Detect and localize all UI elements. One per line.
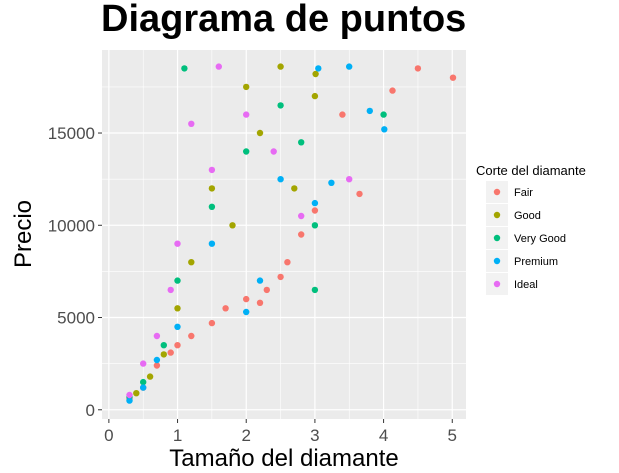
y-tick-label: 5000 bbox=[57, 309, 95, 328]
data-point bbox=[414, 65, 422, 72]
data-point bbox=[381, 126, 388, 133]
data-point bbox=[153, 356, 161, 364]
data-point bbox=[229, 222, 236, 229]
data-point bbox=[126, 391, 133, 399]
y-axis: 0 5000 10000 15000 bbox=[48, 124, 102, 420]
data-point bbox=[208, 240, 216, 247]
data-point bbox=[243, 111, 250, 118]
x-axis-title: Tamaño del diamante bbox=[169, 445, 398, 472]
data-point bbox=[126, 397, 133, 404]
legend-swatch bbox=[493, 188, 501, 196]
legend-title: Corte del diamante bbox=[476, 163, 586, 178]
data-point bbox=[339, 111, 346, 118]
x-tick-label: 4 bbox=[379, 426, 388, 445]
data-point bbox=[277, 176, 284, 183]
y-tick-label: 10000 bbox=[48, 216, 95, 235]
data-point bbox=[174, 342, 181, 349]
data-point bbox=[312, 70, 319, 78]
data-point bbox=[188, 259, 195, 266]
data-point bbox=[277, 63, 284, 70]
legend-label: Good bbox=[514, 210, 541, 222]
data-point bbox=[222, 305, 229, 312]
data-point bbox=[174, 277, 181, 284]
data-point bbox=[389, 87, 396, 94]
data-point bbox=[356, 190, 363, 198]
data-point bbox=[140, 360, 147, 367]
data-point bbox=[298, 212, 305, 220]
data-point bbox=[277, 273, 284, 281]
data-point bbox=[270, 148, 277, 155]
data-point bbox=[208, 203, 216, 210]
data-point bbox=[160, 342, 167, 349]
data-point bbox=[243, 295, 250, 303]
data-point bbox=[311, 222, 319, 229]
legend-label: Ideal bbox=[514, 279, 538, 291]
data-point bbox=[256, 129, 264, 137]
data-point bbox=[311, 199, 319, 207]
data-point bbox=[311, 286, 319, 294]
data-point bbox=[133, 390, 140, 397]
data-point bbox=[208, 166, 216, 174]
data-point bbox=[256, 277, 264, 284]
legend-swatch bbox=[493, 257, 501, 265]
legend: Corte del diamante Fair Good Very Good Prem… bbox=[476, 163, 586, 295]
data-point bbox=[181, 65, 188, 72]
data-point bbox=[140, 378, 147, 386]
data-point bbox=[153, 332, 161, 340]
x-tick-label: 2 bbox=[241, 426, 250, 445]
data-point bbox=[366, 107, 373, 115]
data-point bbox=[174, 240, 181, 247]
data-point bbox=[311, 92, 319, 100]
data-point bbox=[146, 373, 154, 380]
data-point bbox=[346, 63, 353, 70]
data-point bbox=[256, 299, 264, 306]
y-axis-title: Precio bbox=[10, 200, 37, 268]
legend-swatch bbox=[493, 211, 501, 219]
data-point bbox=[153, 362, 161, 369]
data-point bbox=[346, 176, 353, 183]
data-point bbox=[188, 120, 195, 128]
data-point bbox=[291, 185, 298, 192]
data-point bbox=[167, 349, 174, 356]
data-point bbox=[208, 185, 216, 192]
x-axis: 0 1 2 3 4 5 bbox=[104, 419, 457, 445]
x-tick-label: 1 bbox=[173, 426, 182, 445]
x-tick-label: 3 bbox=[310, 426, 319, 445]
data-point bbox=[298, 139, 305, 146]
data-point bbox=[174, 305, 181, 312]
x-tick-label: 5 bbox=[448, 426, 457, 445]
data-point bbox=[311, 207, 319, 214]
data-point bbox=[298, 231, 305, 238]
data-point bbox=[160, 351, 167, 358]
data-point bbox=[208, 319, 216, 327]
data-point bbox=[328, 179, 335, 186]
data-point bbox=[284, 259, 291, 266]
data-point bbox=[277, 102, 284, 109]
legend-swatch bbox=[493, 280, 501, 288]
data-point bbox=[243, 83, 250, 91]
legend-label: Premium bbox=[514, 256, 558, 268]
data-point bbox=[243, 308, 250, 316]
data-point bbox=[263, 286, 270, 294]
data-point bbox=[449, 74, 457, 81]
x-tick-label: 0 bbox=[104, 426, 113, 445]
data-point bbox=[174, 323, 181, 330]
data-point bbox=[380, 111, 387, 118]
plot-panel bbox=[102, 50, 466, 419]
legend-label: Fair bbox=[514, 187, 533, 199]
y-tick-label: 0 bbox=[86, 401, 95, 420]
data-point bbox=[140, 384, 147, 391]
data-point bbox=[167, 286, 174, 294]
chart-title: Diagrama de puntos bbox=[101, 0, 466, 40]
legend-label: Very Good bbox=[514, 233, 566, 245]
data-point bbox=[215, 63, 222, 70]
data-point bbox=[315, 65, 322, 72]
data-point bbox=[243, 148, 250, 155]
y-tick-label: 15000 bbox=[48, 124, 95, 143]
legend-swatch bbox=[493, 234, 501, 242]
data-point bbox=[188, 332, 195, 340]
